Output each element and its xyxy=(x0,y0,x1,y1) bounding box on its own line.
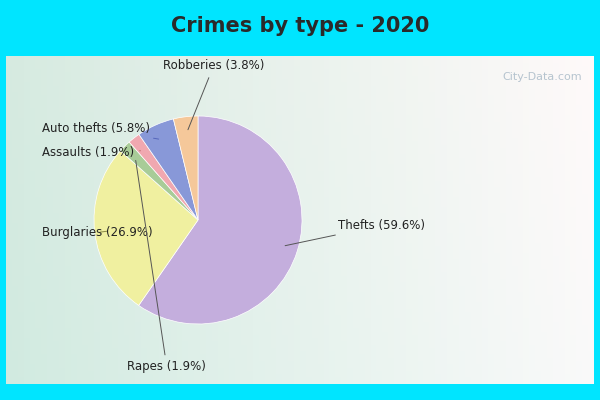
Text: Robberies (3.8%): Robberies (3.8%) xyxy=(163,59,264,130)
Text: Thefts (59.6%): Thefts (59.6%) xyxy=(285,219,425,246)
Wedge shape xyxy=(173,116,198,220)
Wedge shape xyxy=(121,142,198,220)
Text: Rapes (1.9%): Rapes (1.9%) xyxy=(127,160,206,374)
Text: Crimes by type - 2020: Crimes by type - 2020 xyxy=(171,16,429,36)
Text: City-Data.com: City-Data.com xyxy=(502,72,582,82)
Wedge shape xyxy=(129,134,198,220)
Wedge shape xyxy=(94,151,198,306)
Wedge shape xyxy=(139,119,198,220)
Text: Burglaries (26.9%): Burglaries (26.9%) xyxy=(42,226,152,239)
Text: Assaults (1.9%): Assaults (1.9%) xyxy=(42,146,140,159)
Wedge shape xyxy=(139,116,302,324)
Text: Auto thefts (5.8%): Auto thefts (5.8%) xyxy=(42,122,158,139)
